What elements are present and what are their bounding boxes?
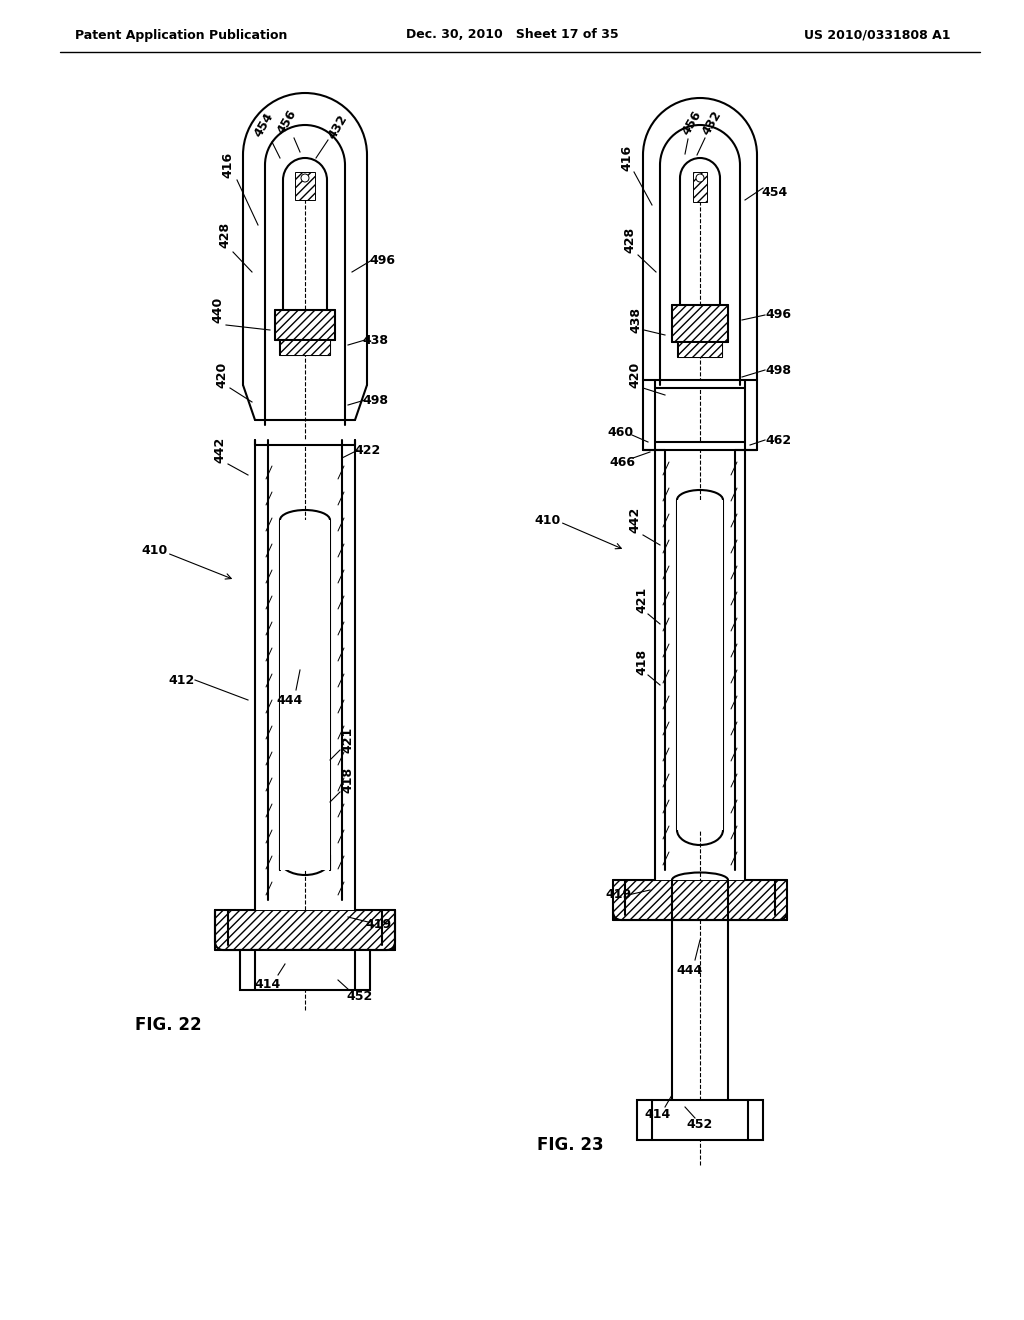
Polygon shape — [655, 442, 745, 450]
Polygon shape — [693, 172, 707, 202]
Text: 498: 498 — [362, 393, 388, 407]
Text: 444: 444 — [276, 693, 303, 706]
Polygon shape — [655, 380, 745, 388]
Bar — [637, 1100, 763, 1140]
Text: 420: 420 — [629, 362, 641, 388]
Text: 440: 440 — [212, 297, 224, 323]
Text: 498: 498 — [765, 363, 791, 376]
Text: 456: 456 — [274, 107, 299, 136]
Polygon shape — [643, 154, 757, 165]
Text: US 2010/0331808 A1: US 2010/0331808 A1 — [804, 29, 950, 41]
Polygon shape — [735, 450, 745, 880]
Text: 432: 432 — [326, 112, 350, 141]
Polygon shape — [643, 154, 660, 385]
Text: 452: 452 — [687, 1118, 713, 1131]
Polygon shape — [345, 154, 367, 425]
Text: 442: 442 — [629, 507, 641, 533]
Bar — [240, 950, 370, 990]
Polygon shape — [295, 172, 315, 201]
Text: FIG. 22: FIG. 22 — [135, 1016, 202, 1034]
Polygon shape — [342, 440, 355, 909]
Polygon shape — [265, 165, 345, 180]
Text: 438: 438 — [362, 334, 388, 346]
Text: 466: 466 — [609, 455, 635, 469]
Text: 462: 462 — [765, 433, 792, 446]
Text: 419: 419 — [605, 888, 631, 902]
Text: 438: 438 — [630, 308, 642, 333]
Polygon shape — [280, 341, 330, 355]
Text: 432: 432 — [699, 108, 724, 137]
Text: 418: 418 — [636, 649, 648, 675]
Polygon shape — [660, 165, 740, 178]
Polygon shape — [243, 154, 265, 425]
Bar — [280, 520, 330, 870]
Text: 414: 414 — [645, 1109, 671, 1122]
Text: 419: 419 — [365, 919, 391, 932]
Polygon shape — [265, 165, 283, 425]
Text: 460: 460 — [607, 425, 633, 438]
Polygon shape — [215, 909, 395, 950]
Text: 420: 420 — [215, 362, 228, 388]
Polygon shape — [720, 165, 740, 385]
Polygon shape — [672, 305, 728, 342]
Polygon shape — [243, 385, 255, 480]
Polygon shape — [745, 380, 757, 450]
Polygon shape — [327, 165, 345, 425]
Text: 421: 421 — [341, 727, 354, 754]
Text: 412: 412 — [169, 673, 196, 686]
Text: 456: 456 — [680, 108, 705, 137]
Text: 428: 428 — [624, 227, 637, 253]
Text: 422: 422 — [355, 444, 381, 457]
Polygon shape — [660, 165, 680, 385]
Circle shape — [696, 174, 705, 182]
Circle shape — [301, 174, 309, 182]
Text: 418: 418 — [341, 767, 354, 793]
Text: FIG. 23: FIG. 23 — [537, 1137, 603, 1154]
Text: 454: 454 — [762, 186, 788, 198]
Text: 414: 414 — [255, 978, 282, 991]
Text: 416: 416 — [621, 145, 634, 172]
Text: 410: 410 — [535, 513, 561, 527]
Polygon shape — [678, 342, 722, 356]
Text: Patent Application Publication: Patent Application Publication — [75, 29, 288, 41]
Text: 421: 421 — [636, 587, 648, 612]
Text: 428: 428 — [218, 222, 231, 248]
Text: 410: 410 — [142, 544, 168, 557]
Polygon shape — [613, 880, 787, 920]
Text: 442: 442 — [213, 437, 226, 463]
Polygon shape — [243, 154, 367, 165]
Text: Dec. 30, 2010   Sheet 17 of 35: Dec. 30, 2010 Sheet 17 of 35 — [406, 29, 618, 41]
Text: 444: 444 — [677, 964, 703, 977]
Text: 496: 496 — [765, 309, 791, 322]
Polygon shape — [655, 450, 665, 880]
Polygon shape — [255, 440, 355, 445]
Text: 452: 452 — [347, 990, 373, 1003]
Polygon shape — [255, 440, 268, 909]
Text: 454: 454 — [252, 111, 276, 140]
Polygon shape — [740, 154, 757, 385]
Polygon shape — [643, 380, 655, 450]
Polygon shape — [275, 310, 335, 341]
Text: 416: 416 — [221, 152, 234, 178]
Bar — [677, 500, 723, 830]
Text: 496: 496 — [369, 253, 395, 267]
